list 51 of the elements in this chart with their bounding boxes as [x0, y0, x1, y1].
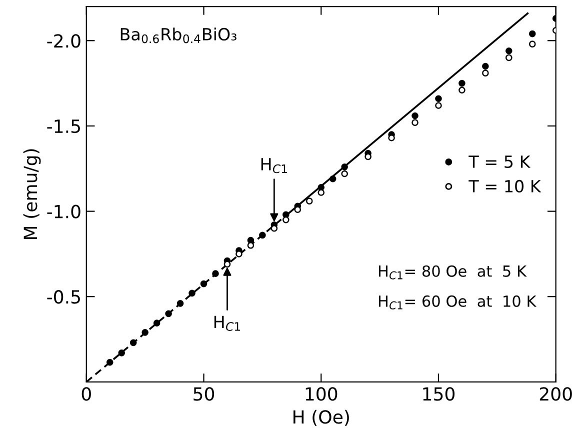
point — [528, 30, 536, 38]
point — [188, 290, 196, 297]
point — [341, 164, 348, 170]
point — [528, 40, 536, 48]
point — [118, 350, 126, 356]
x-tick-label: 100 — [306, 387, 338, 401]
point — [505, 54, 512, 62]
point — [435, 102, 442, 109]
x-axis-title: H (Oe) — [294, 410, 349, 426]
legend-label: T = 5 K — [468, 156, 531, 168]
point — [458, 86, 466, 94]
point — [282, 216, 290, 224]
x-tick-label: 150 — [423, 387, 455, 401]
y-tick-label: -1.0 — [47, 204, 80, 218]
point — [435, 95, 442, 102]
point — [142, 329, 148, 336]
point — [259, 232, 266, 239]
annotation: H$_{C1}$= 80 Oe at 5 K — [378, 265, 527, 280]
point — [200, 280, 208, 288]
y-tick-label: -1.5 — [47, 120, 80, 134]
point — [341, 170, 348, 178]
point — [482, 62, 489, 70]
x-tick-label: 200 — [540, 387, 572, 401]
point — [329, 175, 336, 182]
annotation: Ba$_{0.6}$Rb$_{0.4}$BiO₃ — [120, 28, 236, 44]
point — [458, 80, 466, 87]
point — [306, 198, 313, 204]
annotation: H$_{C1}$= 60 Oe at 10 K — [378, 295, 537, 310]
point — [388, 134, 395, 142]
y-tick-label: -0.5 — [47, 290, 80, 304]
x-tick-label: 0 — [82, 387, 91, 401]
x-tick-label: 50 — [194, 387, 214, 401]
point — [482, 70, 489, 76]
point — [247, 242, 254, 249]
point — [106, 358, 114, 366]
y-axis-title: M (emu/g) — [23, 149, 41, 239]
point — [165, 310, 172, 318]
point — [412, 112, 418, 120]
point — [130, 339, 137, 346]
annotation: H$_{C1}$ — [261, 158, 287, 174]
point — [176, 300, 184, 307]
point — [505, 47, 512, 54]
annotation: H$_{C1}$ — [214, 316, 240, 331]
point — [294, 206, 302, 213]
point — [153, 320, 160, 326]
point — [318, 189, 325, 196]
point — [412, 119, 418, 126]
y-tick-label: -2.0 — [47, 34, 80, 48]
point — [212, 270, 219, 277]
point — [236, 250, 242, 258]
legend-label: T = 10 K — [468, 180, 542, 193]
